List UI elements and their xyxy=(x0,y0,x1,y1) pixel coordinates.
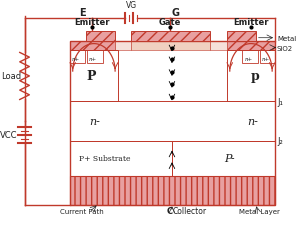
Text: G: G xyxy=(172,8,180,18)
Text: SiO2: SiO2 xyxy=(277,45,293,51)
Bar xyxy=(70,51,118,102)
Text: J₁: J₁ xyxy=(277,98,283,106)
Bar xyxy=(227,42,275,51)
Bar xyxy=(130,32,209,42)
Text: P-: P- xyxy=(224,154,234,164)
Bar xyxy=(86,32,115,42)
Bar xyxy=(70,176,275,205)
Bar xyxy=(87,51,103,64)
Text: Emitter: Emitter xyxy=(233,18,269,27)
Bar xyxy=(260,51,275,64)
Bar xyxy=(70,42,115,51)
Text: n-: n- xyxy=(89,116,100,126)
Text: E: E xyxy=(80,8,86,18)
Bar xyxy=(227,51,275,102)
Text: P: P xyxy=(86,70,96,83)
Text: Emitter: Emitter xyxy=(75,18,110,27)
Bar xyxy=(115,42,130,51)
Text: VG: VG xyxy=(126,1,137,10)
Text: n-: n- xyxy=(247,116,258,126)
Text: Gate: Gate xyxy=(159,18,181,27)
Text: Metal: Metal xyxy=(277,36,296,42)
Bar xyxy=(209,42,227,51)
Text: n+: n+ xyxy=(262,57,270,62)
Bar xyxy=(172,141,275,176)
Text: P+ Substrate: P+ Substrate xyxy=(80,155,131,163)
Text: n+: n+ xyxy=(72,57,80,62)
Bar xyxy=(70,42,275,205)
Text: Load: Load xyxy=(1,72,21,81)
Bar xyxy=(70,141,172,176)
Text: n+: n+ xyxy=(89,57,97,62)
Text: Collector: Collector xyxy=(172,206,206,215)
Text: p: p xyxy=(251,70,260,83)
Bar xyxy=(227,32,256,42)
Text: Metal Layer: Metal Layer xyxy=(239,208,280,214)
Text: n+: n+ xyxy=(244,57,252,62)
Bar xyxy=(242,51,258,64)
Bar xyxy=(70,51,85,64)
Text: VCC: VCC xyxy=(0,131,18,140)
Bar xyxy=(130,42,209,51)
Text: C: C xyxy=(167,206,173,215)
Text: Current Path: Current Path xyxy=(59,208,103,214)
Text: J₂: J₂ xyxy=(277,137,283,146)
Bar xyxy=(70,102,275,141)
